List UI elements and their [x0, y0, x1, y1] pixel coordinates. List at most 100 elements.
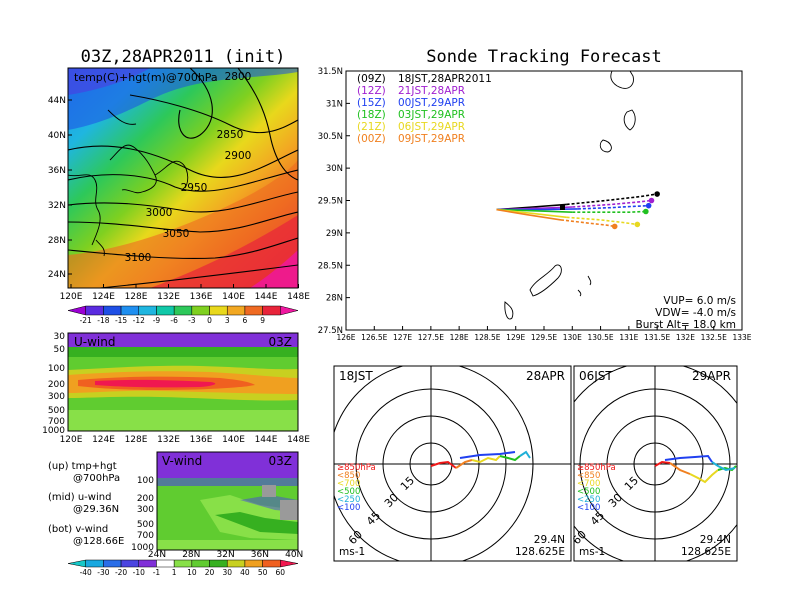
polar-panel-left: 18JST 28APR 15 30 45 60 29.4N 128.625E m…: [333, 365, 572, 562]
lon-tick-label: 144E: [255, 292, 278, 302]
note-up: (up) tmp+hgt: [48, 461, 117, 472]
track-lat-axis: 31.5N 31N 30.5N 30N 29.5N 29N 28.5N 28N 27.5N: [318, 67, 350, 336]
lon-tick-label: 131E: [619, 333, 638, 342]
lon-tick-label: 148E: [287, 435, 310, 445]
colorbar-label: -18: [97, 316, 109, 325]
track-line-dashed: [572, 210, 646, 213]
panel-notes: (up) tmp+hgt @700hPa (mid) u-wind @29.36…: [48, 461, 124, 547]
lon-tick-label: 131.5E: [644, 333, 670, 342]
lon-tick-label: 126E: [336, 333, 355, 342]
legend-label: 18JST,28APR2011: [398, 73, 492, 85]
vup-value: VUP= 6.0 m/s: [663, 295, 736, 307]
colorbar-swatch: [244, 305, 263, 316]
map-label: temp(C)+hgt(m)@700hPa: [74, 71, 218, 84]
right-panel-title: Sonde Tracking Forecast: [426, 47, 661, 67]
track-line-solid: [496, 208, 562, 221]
pressure-tick-label: 1000: [42, 426, 65, 436]
map-lat-axis: 44N 40N 36N 32N 28N 24N: [48, 96, 72, 280]
lon-tick-label: 133E: [732, 333, 751, 342]
legend-code: (09Z): [357, 73, 386, 85]
pressure-legend-entry: <850: [577, 471, 600, 481]
colorbar-swatch: [226, 559, 246, 568]
launch-site-marker: [560, 205, 565, 210]
contour-label: 2900: [225, 150, 252, 162]
pressure-legend-left: ≥850hPa<850<700<500<250<100: [337, 463, 376, 513]
note-bot: (bot) v-wind: [48, 524, 108, 535]
colorbar-swatch: [138, 559, 157, 568]
track-line-dashed: [560, 219, 615, 228]
lon-tick-label: 148E: [287, 292, 310, 302]
lon-tick-label: 144E: [255, 435, 278, 445]
legend-label: 00JST,29APR: [398, 97, 465, 109]
colorbar-swatch: [226, 305, 246, 316]
lon-tick-label: 128E: [125, 292, 148, 302]
colorbar-swatch: [85, 559, 104, 568]
contour-label: 2950: [181, 182, 208, 194]
polar-right-unit: ms-1: [579, 546, 605, 558]
polar-right-lat: 29.4N: [700, 534, 731, 546]
lon-tick-label: 128E: [125, 435, 148, 445]
v-wind-panel: V-wind 03Z: [156, 451, 299, 551]
v-wind-lat-axis: 24N 28N 32N 36N 40N: [148, 550, 303, 560]
track-line-dashed: [566, 193, 658, 206]
colorbar-swatch: [209, 305, 228, 316]
colorbar-label: 1: [172, 568, 177, 577]
lon-tick-label: 127.5E: [418, 333, 444, 342]
track-line-dashed: [566, 216, 638, 226]
lon-tick-label: 130.5E: [587, 333, 613, 342]
polar-right-time: 06JST: [579, 369, 613, 383]
pressure-legend-entry: <700: [337, 479, 360, 489]
lat-tick-label: 40N: [48, 131, 66, 141]
colorbar-label: 20: [205, 568, 215, 577]
polar-right-date: 29APR: [692, 369, 731, 383]
colorbar-swatch: [209, 559, 228, 568]
lat-tick-label: 32N: [217, 550, 235, 560]
lon-tick-label: 129.5E: [531, 333, 557, 342]
lat-tick-label: 30.5N: [318, 132, 343, 142]
lon-tick-label: 120E: [60, 292, 83, 302]
pressure-legend-entry: <850: [337, 471, 360, 481]
contour-label: 3100: [125, 252, 152, 264]
legend-code: (00Z): [357, 133, 386, 145]
colorbar-label: -40: [80, 568, 92, 577]
track-endpoint: [643, 208, 649, 215]
colorbar-swatch: [191, 559, 210, 568]
colorbar-label: 40: [240, 568, 250, 577]
lat-tick-label: 29.5N: [318, 197, 343, 207]
pressure-tick-label: 500: [48, 406, 65, 416]
colorbar-swatch: [173, 305, 193, 316]
pressure-tick-label: 300: [137, 505, 154, 515]
vdw-value: VDW= -4.0 m/s: [655, 307, 736, 319]
u-wind-label: U-wind: [74, 335, 115, 349]
lat-tick-label: 29N: [326, 229, 343, 239]
colorbar-swatch: [120, 305, 140, 316]
lat-tick-label: 28N: [48, 236, 66, 246]
lon-tick-label: 132.5E: [701, 333, 727, 342]
colorbar-swatch: [280, 559, 299, 568]
lon-tick-label: 126.5E: [361, 333, 387, 342]
colorbar-label: -9: [153, 316, 161, 325]
pressure-legend-entry: ≥850hPa: [577, 463, 616, 473]
wind-colorbar: -40 -30 -20 -10 -1 1 10 20 30 40 50 60: [67, 559, 299, 577]
u-wind-time: 03Z: [269, 335, 293, 349]
pressure-legend-entry: ≥850hPa: [337, 463, 376, 473]
lon-tick-label: 120E: [60, 435, 83, 445]
colorbar-label: -3: [188, 316, 196, 325]
contour-label: 3050: [163, 228, 190, 240]
pressure-tick-label: 500: [137, 520, 154, 530]
colorbar-label: 30: [222, 568, 232, 577]
lon-tick-label: 132E: [157, 435, 180, 445]
colorbar-swatch: [262, 559, 281, 568]
pressure-tick-label: 100: [137, 476, 154, 486]
colorbar-swatch: [103, 305, 122, 316]
track-line-dashed: [577, 204, 649, 210]
track-endpoint: [645, 202, 652, 209]
track-endpoint: [611, 223, 618, 230]
lat-tick-label: 24N: [48, 270, 66, 280]
lon-tick-label: 128E: [450, 333, 469, 342]
burst-altitude: Burst Alt= 18.0 km: [636, 319, 736, 331]
colorbar-label: 9: [260, 316, 265, 325]
lon-tick-label: 130E: [563, 333, 582, 342]
polar-left-lat: 29.4N: [534, 534, 565, 546]
